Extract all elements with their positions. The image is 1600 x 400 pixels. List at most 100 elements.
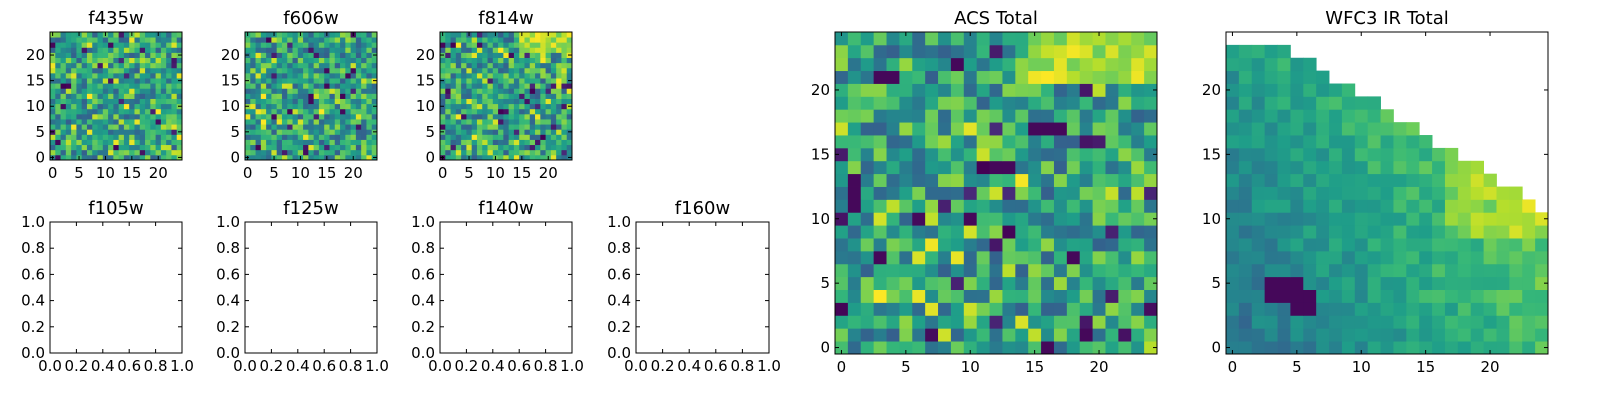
heatmap-cell [540, 72, 546, 79]
heatmap-cell [81, 144, 88, 151]
heatmap-cell [925, 173, 939, 187]
heatmap-cell [50, 37, 56, 43]
heatmap-cell [76, 42, 83, 48]
y-tick-label: 20 [416, 46, 435, 64]
heatmap-cell [108, 103, 114, 110]
heatmap-cell [50, 67, 56, 74]
heatmap-cell [150, 98, 156, 105]
heatmap-cell [529, 67, 536, 74]
heatmap-cell [503, 144, 510, 151]
x-tick-label: 0 [438, 164, 448, 182]
heatmap-cell [550, 52, 557, 58]
heatmap-cell [366, 98, 373, 105]
heatmap-cell [487, 83, 494, 89]
heatmap-cell [899, 173, 913, 187]
heatmap-cell [355, 129, 362, 135]
heatmap-cell [155, 129, 162, 135]
heatmap-cell [1341, 250, 1356, 265]
heatmap-cell [108, 88, 114, 94]
heatmap-cell [445, 103, 451, 110]
heatmap-cell [155, 144, 162, 151]
heatmap-cell [1432, 341, 1446, 355]
heatmap-cell [1251, 199, 1266, 213]
heatmap-cell [529, 124, 536, 130]
heatmap-cell [556, 72, 562, 79]
heatmap-cell [529, 52, 536, 58]
heatmap-cell [540, 134, 546, 140]
heatmap-cell [519, 93, 525, 99]
heatmap-cell [461, 32, 467, 38]
heatmap-cell [81, 78, 88, 84]
heatmap-cell [303, 93, 309, 99]
heatmap-cell [371, 108, 378, 115]
heatmap-cell [925, 186, 939, 200]
heatmap-cell [287, 98, 293, 105]
heatmap-cell [108, 62, 114, 69]
heatmap-cell [899, 250, 913, 265]
heatmap-cell [466, 88, 473, 94]
heatmap-cell [925, 32, 939, 46]
heatmap-cell [308, 47, 315, 53]
heatmap-cell [1329, 186, 1343, 200]
heatmap-cell [466, 78, 473, 84]
heatmap-cell [329, 124, 336, 130]
heatmap-cell [139, 103, 146, 110]
heatmap-cell [303, 83, 309, 89]
heatmap-cell [513, 93, 520, 99]
heatmap-cell [171, 134, 178, 140]
heatmap-cell [255, 52, 262, 58]
heatmap-cell [266, 154, 272, 161]
heatmap-cell [1393, 225, 1407, 239]
heatmap-cell [1264, 302, 1278, 316]
heatmap-cell [324, 119, 330, 125]
heatmap-cell [250, 88, 256, 94]
heatmap-cell [266, 144, 272, 151]
heatmap-cell [503, 57, 510, 64]
heatmap-cell [1354, 122, 1369, 136]
heatmap-cell [250, 52, 256, 58]
heatmap-cell [487, 67, 494, 74]
heatmap-cell [1066, 32, 1081, 46]
heatmap-cell [487, 93, 494, 99]
heatmap-cell [508, 52, 515, 58]
heatmap-cell [466, 124, 473, 130]
heatmap-cell [886, 32, 900, 46]
heatmap-cell [350, 119, 357, 125]
heatmap-cell [65, 144, 72, 151]
heatmap-cell [276, 78, 283, 84]
heatmap-cell [1483, 289, 1497, 303]
heatmap-cell [1015, 199, 1029, 213]
heatmap-cell [71, 113, 77, 120]
heatmap-cell [1367, 109, 1381, 123]
heatmap-cell [445, 67, 451, 74]
heatmap-cell [166, 42, 172, 48]
heatmap-cell [345, 37, 351, 43]
heatmap-cell [1367, 341, 1381, 355]
heatmap-cell [524, 103, 531, 110]
heatmap-cell [334, 52, 341, 58]
heatmap-cell [550, 108, 557, 115]
heatmap-cell [271, 98, 278, 105]
heatmap-cell [171, 93, 178, 99]
heatmap-cell [313, 144, 320, 151]
heatmap-cell [318, 124, 325, 130]
heatmap-cell [513, 134, 520, 140]
heatmap-cell [340, 42, 346, 48]
heatmap-cell [345, 119, 351, 125]
heatmap-cell [963, 225, 978, 239]
heatmap-cell [355, 119, 362, 125]
heatmap-cell [561, 154, 568, 161]
heatmap-cell [535, 154, 541, 161]
heatmap-cell [139, 88, 146, 94]
heatmap-cell [445, 124, 451, 130]
heatmap-cell [345, 154, 351, 161]
heatmap-cell [260, 93, 267, 99]
heatmap-cell [561, 37, 568, 43]
heatmap-cell [355, 57, 362, 64]
heatmap-cell [60, 113, 67, 120]
heatmap-cell [50, 62, 56, 69]
heatmap-cell [445, 93, 451, 99]
heatmap-cell [123, 119, 130, 125]
heatmap-cell [97, 119, 104, 125]
heatmap-cell [498, 83, 504, 89]
